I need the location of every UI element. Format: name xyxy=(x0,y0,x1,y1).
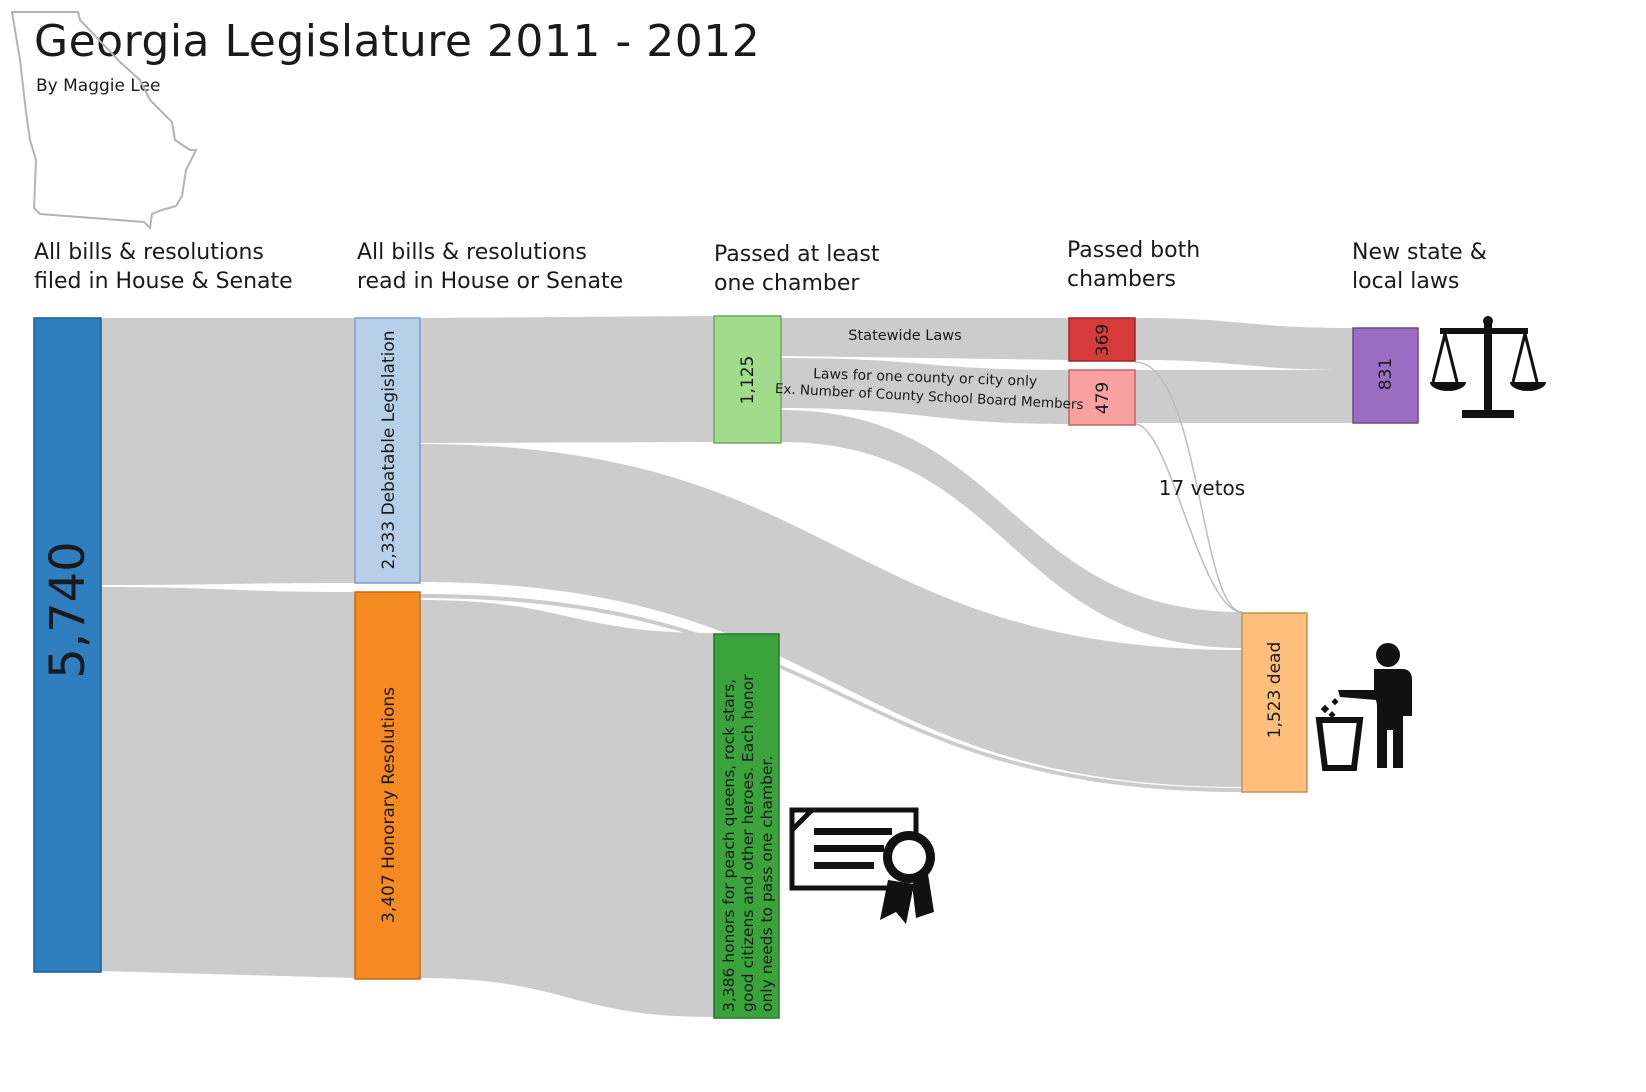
link-honorary-honors xyxy=(420,600,714,1017)
link-local-laws xyxy=(1135,370,1353,423)
byline: By Maggie Lee xyxy=(36,76,161,96)
node-dead xyxy=(1241,612,1308,793)
flow-links xyxy=(101,316,1353,1017)
node-laws xyxy=(1352,327,1419,424)
node-label-honors-group: 3,386 honors for peach queens, rock star… xyxy=(720,674,776,1012)
link-local-veto xyxy=(1134,423,1243,613)
node-label-honors-line-2: good citizens and other heroes. Each hon… xyxy=(739,674,757,1012)
link-passed-statewide xyxy=(781,318,1069,360)
link-statewide-veto xyxy=(1134,361,1243,613)
node-honorary xyxy=(354,591,421,980)
node-label-statewide: 369 xyxy=(1093,324,1113,356)
link-statewide-laws xyxy=(1135,318,1353,370)
node-statewide xyxy=(1068,317,1136,362)
node-label-honors-line-1: 3,386 honors for peach queens, rock star… xyxy=(720,679,738,1012)
link-debatable-passed xyxy=(420,316,714,443)
node-honors xyxy=(713,633,780,1019)
link-filed-debatable xyxy=(101,318,355,585)
link-debatable-dead xyxy=(420,444,1242,787)
link-filed-honorary xyxy=(101,587,355,978)
node-passed-one xyxy=(713,315,782,444)
node-debatable xyxy=(354,317,421,584)
flow-label-local-1: Laws for one county or city only xyxy=(813,366,1038,390)
flow-label-vetos: 17 vetos xyxy=(1159,476,1245,500)
node-label-honorary: 3,407 Honorary Resolutions xyxy=(379,687,399,923)
node-filed xyxy=(33,317,102,973)
link-passed-dead xyxy=(781,410,1242,648)
node-label-passed-one: 1,125 xyxy=(738,356,758,405)
flow-label-statewide: Statewide Laws xyxy=(848,328,961,344)
link-passed-local xyxy=(781,358,1069,424)
node-label-dead: 1,523 dead xyxy=(1265,642,1285,739)
georgia-outline-icon xyxy=(10,11,198,231)
scales-icon xyxy=(1430,316,1546,418)
stage-label-filed: All bills & resolutions filed in House &… xyxy=(34,240,293,294)
node-label-honors-line-3: only needs to pass one chamber. xyxy=(758,756,776,1012)
stage-label-passed-both: Passed both chambers xyxy=(1067,238,1201,292)
stage-label-read: All bills & resolutions read in House or… xyxy=(357,240,624,294)
stage-label-laws: New state & local laws xyxy=(1352,240,1487,294)
stage-label-passed-one: Passed at least one chamber xyxy=(714,242,880,296)
node-label-local: 479 xyxy=(1093,382,1113,414)
certificate-icon xyxy=(789,807,935,924)
node-label-filed: 5,740 xyxy=(40,541,96,678)
trash-person-icon xyxy=(1315,643,1412,771)
node-label-debatable: 2,333 Debatable Legislation xyxy=(379,331,399,570)
page-title: Georgia Legislature 2011 - 2012 xyxy=(34,16,761,67)
node-label-laws: 831 xyxy=(1376,358,1396,390)
node-local xyxy=(1068,369,1136,426)
